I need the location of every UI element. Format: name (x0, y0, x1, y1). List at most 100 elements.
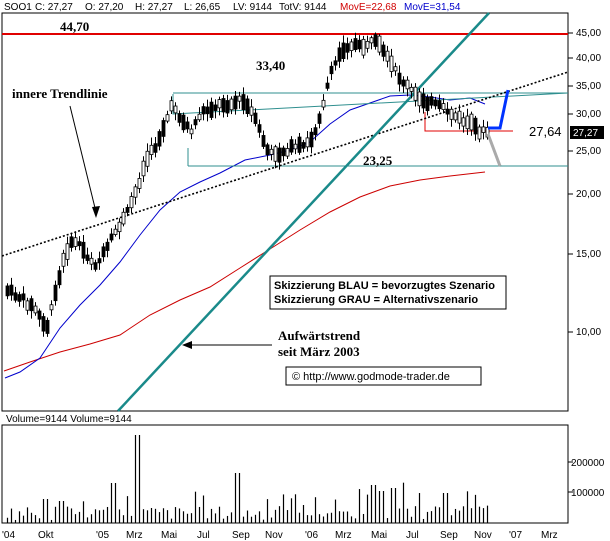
candle-body (329, 65, 334, 75)
candle-body (173, 105, 178, 114)
scenario-blue-arrow (488, 89, 510, 130)
inner-trendline (1, 71, 569, 257)
candle-body (417, 91, 422, 107)
price-candles (5, 32, 490, 337)
candle-body (165, 114, 170, 122)
x-tick-label: Mrz (541, 530, 558, 541)
candle-body (449, 108, 454, 120)
x-tick-label: Mai (371, 530, 387, 541)
candle-body (321, 99, 326, 108)
last-price-label: 27,27 (573, 128, 598, 139)
moving-average-long (3, 171, 486, 372)
candle-body (473, 117, 478, 135)
scenario-legend-blue: Skizzierung BLAU = bevorzugtes Szenario (274, 280, 495, 292)
scenario-legend-box (269, 275, 507, 310)
price-tick-label: 35,00 (576, 81, 601, 92)
candle-body (337, 47, 342, 62)
copyright-box (285, 366, 482, 386)
candle-body (241, 94, 246, 111)
volume-bars (6, 435, 489, 523)
candle-body (477, 126, 482, 140)
candle-body (433, 99, 438, 107)
label-23-25: 23,25 (363, 153, 393, 168)
moving-average-short (4, 94, 486, 379)
candle-body (361, 38, 366, 56)
candle-body (117, 221, 122, 233)
candle-body (153, 143, 158, 153)
last-price-box (570, 126, 604, 139)
label-33-40: 33,40 (256, 58, 285, 73)
price-tick-label: 45,00 (576, 28, 601, 39)
candle-body (273, 146, 278, 162)
candle-body (85, 254, 90, 261)
candle-body (293, 143, 298, 150)
candle-body (21, 293, 26, 301)
candle-body (389, 55, 394, 72)
candle-body (209, 101, 214, 118)
candle-body (13, 292, 18, 301)
candle-body (249, 106, 254, 116)
candle-body (313, 127, 318, 136)
candle-body (309, 131, 314, 148)
candle-body (369, 37, 374, 44)
candle-body (229, 98, 234, 111)
candle-body (113, 228, 118, 235)
candle-body (261, 135, 266, 147)
candle-body (69, 236, 74, 248)
candle-body (465, 115, 470, 130)
candle-body (213, 104, 218, 111)
scenario-grey-arrow (486, 133, 502, 167)
candle-body (201, 106, 206, 115)
candle-body (345, 43, 350, 53)
candle-body (445, 108, 450, 115)
candle-body (469, 113, 474, 131)
x-tick-label: '04 (2, 530, 15, 541)
header-lv: LV: 9144 (233, 2, 272, 13)
x-tick-label: Nov (265, 530, 283, 541)
candle-body (145, 150, 150, 167)
volume-tick-label: 200000 (571, 458, 605, 469)
candle-body (317, 113, 322, 124)
x-tick-label: Sep (440, 530, 458, 541)
candle-body (101, 246, 106, 258)
x-tick-label: Jul (406, 530, 419, 541)
candle-body (29, 298, 34, 312)
candle-body (61, 252, 66, 267)
candle-body (237, 95, 242, 102)
header-move-short: MovE=31,54 (404, 2, 461, 13)
candle-body (189, 128, 194, 135)
candle-body (161, 120, 166, 137)
candle-body (17, 294, 22, 302)
candle-body (169, 100, 174, 112)
x-tick-label: Mrz (335, 530, 352, 541)
label-uptrend-1: Aufwärtstrend (278, 328, 361, 343)
candle-body (157, 131, 162, 147)
price-tick-label: 10,00 (576, 327, 601, 338)
candle-body (133, 186, 138, 198)
candle-body (193, 119, 198, 126)
candle-body (269, 148, 274, 155)
candle-body (393, 66, 398, 72)
candle-body (137, 178, 142, 189)
candle-body (109, 233, 114, 241)
candle-body (481, 126, 486, 133)
candle-body (285, 148, 290, 157)
candle-body (437, 100, 442, 110)
candle-body (9, 284, 14, 296)
candle-body (421, 93, 426, 109)
candle-body (425, 96, 430, 112)
candle-body (245, 98, 250, 114)
volume-axis: 200000 100000 (568, 458, 605, 499)
candle-body (73, 237, 78, 247)
candle-body (37, 310, 42, 320)
x-tick-label: Mai (161, 530, 177, 541)
x-tick-label: Jul (197, 530, 210, 541)
candle-body (289, 139, 294, 153)
candle-body (217, 99, 222, 109)
candle-body (121, 211, 126, 225)
candle-body (181, 114, 186, 131)
header-low: L: 26,65 (184, 2, 221, 13)
candle-body (381, 44, 386, 57)
candle-body (297, 136, 302, 153)
candle-body (141, 160, 146, 177)
